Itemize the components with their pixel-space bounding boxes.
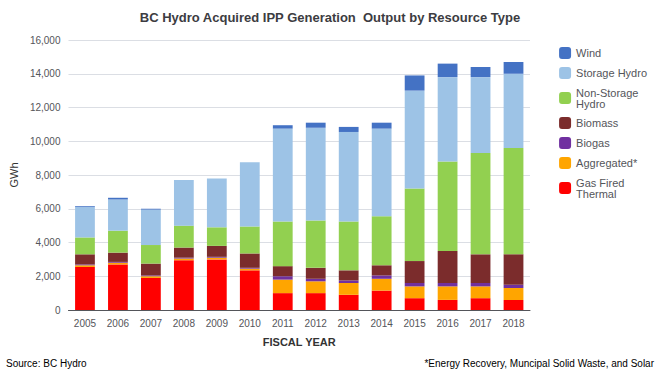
svg-text:2005: 2005: [74, 318, 97, 329]
svg-text:4,000: 4,000: [35, 237, 60, 248]
svg-text:2013: 2013: [338, 318, 361, 329]
svg-text:*Energy Recovery, Muncipal Sol: *Energy Recovery, Muncipal Solid Waste, …: [424, 358, 654, 369]
svg-text:2017: 2017: [469, 318, 492, 329]
svg-text:GWh: GWh: [8, 162, 20, 187]
svg-text:Storage Hydro: Storage Hydro: [576, 67, 647, 79]
svg-text:2016: 2016: [436, 318, 459, 329]
svg-text:2,000: 2,000: [35, 271, 60, 282]
svg-text:2009: 2009: [206, 318, 229, 329]
svg-text:2012: 2012: [305, 318, 328, 329]
svg-text:2018: 2018: [502, 318, 525, 329]
svg-text:Hydro: Hydro: [576, 98, 605, 110]
svg-text:Thermal: Thermal: [576, 188, 616, 200]
svg-text:Aggregated*: Aggregated*: [576, 157, 638, 169]
svg-text:2007: 2007: [140, 318, 163, 329]
svg-text:2015: 2015: [403, 318, 426, 329]
svg-text:Source: BC Hydro: Source: BC Hydro: [6, 358, 87, 369]
svg-text:FISCAL YEAR: FISCAL YEAR: [263, 336, 336, 348]
svg-text:2010: 2010: [239, 318, 262, 329]
svg-text:Gas Fired: Gas Fired: [576, 176, 625, 189]
svg-text:2011: 2011: [272, 318, 294, 329]
svg-text:14,000: 14,000: [30, 68, 61, 79]
svg-text:6,000: 6,000: [35, 203, 60, 214]
svg-text:Biogas: Biogas: [576, 137, 610, 149]
svg-text:12,000: 12,000: [30, 102, 61, 113]
svg-text:Non-Storage: Non-Storage: [576, 86, 639, 99]
svg-text:2006: 2006: [107, 318, 130, 329]
svg-text:Wind: Wind: [576, 47, 601, 59]
svg-text:8,000: 8,000: [35, 170, 60, 181]
svg-text:2008: 2008: [173, 318, 196, 329]
svg-text:16,000: 16,000: [30, 35, 61, 46]
svg-text:0: 0: [55, 305, 61, 316]
svg-text:Biomass: Biomass: [576, 117, 619, 129]
svg-text:BC Hydro Acquired IPP Generati: BC Hydro Acquired IPP Generation Output …: [140, 10, 520, 25]
svg-text:10,000: 10,000: [30, 136, 61, 147]
svg-text:2014: 2014: [371, 318, 394, 329]
